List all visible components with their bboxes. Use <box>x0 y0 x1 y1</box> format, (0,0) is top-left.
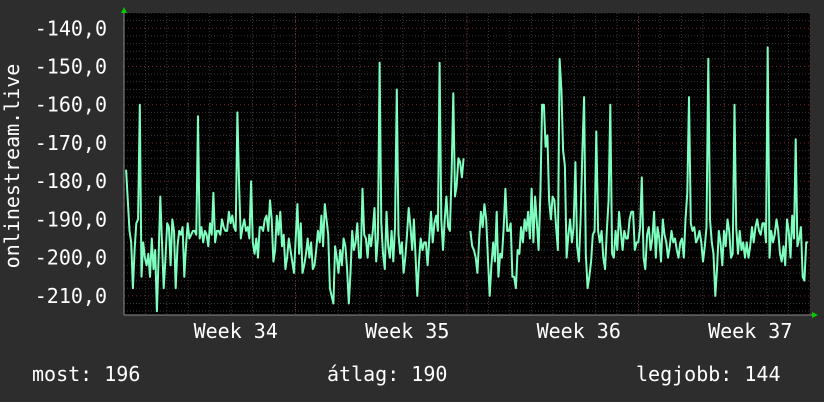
series-line <box>125 61 465 313</box>
current-stat: most: 196 <box>32 362 140 386</box>
average-stat: átlag: 190 <box>327 362 447 386</box>
series-lines <box>125 46 808 313</box>
y-tick-label: -210,0 <box>35 284 107 308</box>
x-tick-label: Week 35 <box>365 319 449 343</box>
y-axis-label: onlinestream.live <box>0 64 24 269</box>
y-tick-label: -190,0 <box>35 207 107 231</box>
y-tick-label: -140,0 <box>35 16 107 40</box>
y-tick-label: -160,0 <box>35 93 107 117</box>
current-stat-label: most: <box>32 362 93 386</box>
series-line <box>469 46 808 297</box>
y-axis-arrow-icon <box>121 7 127 13</box>
best-stat-value: 144 <box>744 362 781 386</box>
y-tick-label: -170,0 <box>35 131 107 155</box>
x-axis-arrow-icon <box>812 312 818 318</box>
y-tick-label: -200,0 <box>35 246 107 270</box>
x-tick-label: Week 34 <box>194 319 278 343</box>
x-tick-label: Week 36 <box>537 319 621 343</box>
x-tick-label: Week 37 <box>708 319 792 343</box>
y-axis-ticks: -140,0 -150,0 -160,0 -170,0 -180,0 -190,0 -200… <box>35 16 107 308</box>
y-tick-label: -180,0 <box>35 169 107 193</box>
best-stat-label: legjobb: <box>636 362 733 386</box>
current-stat-value: 196 <box>104 362 141 386</box>
y-tick-label: -150,0 <box>35 55 107 79</box>
average-stat-label: átlag: <box>327 362 400 386</box>
x-axis-ticks: Week 34 Week 35 Week 36 Week 37 <box>194 319 793 343</box>
average-stat-value: 190 <box>411 362 448 386</box>
best-stat: legjobb: 144 <box>636 362 781 386</box>
